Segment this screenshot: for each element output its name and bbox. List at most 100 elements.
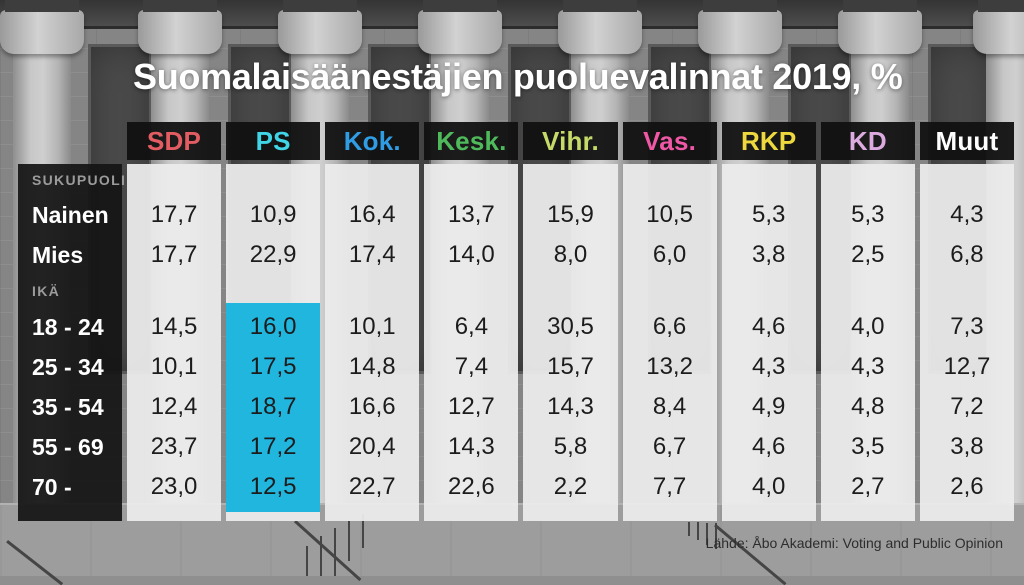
party-header-kesk: Kesk. [424,122,519,160]
group-spacer [325,164,419,195]
value-cell: 10,1 [348,313,396,340]
party-column-kok: 16,4 17,4 10,1 14,8 16,6 20,4 22,7 [325,164,420,521]
source-attribution: Lähde: Åbo Akademi: Voting and Public Op… [705,535,1003,551]
value-cell: 4,0 [752,473,786,500]
chart-title: Suomalaisäänestäjien puoluevalinnat 2019… [133,56,903,97]
party-header-ps: PS [226,122,321,160]
value-cell: 13,7 [448,201,495,228]
value-cell: 5,8 [553,433,588,460]
value-cell: 14,8 [348,353,396,380]
value-cell: 8,4 [652,393,687,420]
group-label: IKÄ [32,283,61,299]
value-cell: 14,5 [150,313,198,340]
value-cell: 17,4 [348,241,396,268]
value-cell: 6,6 [652,313,687,340]
value-cell: 17,2 [249,433,297,460]
value-cell: 6,0 [652,241,687,268]
row-label: 70 - [32,473,72,500]
value-cell: 14,3 [547,393,594,420]
row-label: 55 - 69 [32,433,104,460]
data-table: SDP PS Kok. Kesk. Vihr. Vas. RKP KD Muut SUKUPUOL… [18,122,1014,521]
ps-highlight-overlay [226,303,321,512]
party-column-muut: 4,3 6,8 7,3 12,7 7,2 3,8 2,6 [919,164,1014,521]
party-header-label: RKP [740,125,797,156]
value-cell: 2,6 [950,473,984,500]
group-label: SUKUPUOLI [32,171,127,188]
value-cell: 30,5 [547,313,594,340]
group-spacer [920,164,1014,195]
value-cell: 6,7 [652,433,687,460]
value-cell: 23,7 [150,433,198,460]
group-spacer [821,275,915,307]
party-header-label: Muut [935,125,999,156]
value-cell: 17,7 [150,201,198,228]
value-cell: 20,4 [348,433,396,460]
value-cell: 14,0 [448,241,495,268]
value-cell: 22,7 [348,473,396,500]
group-spacer [920,275,1014,307]
value-cell: 12,7 [943,353,991,380]
value-cell: 12,5 [249,473,297,500]
group-spacer [424,164,518,195]
group-spacer [424,275,518,307]
value-cell: 4,8 [851,393,885,420]
group-spacer [127,275,221,307]
group-spacer [722,164,816,195]
party-header-vas: Vas. [622,122,717,160]
party-header-label: Kesk. [436,125,507,156]
value-cell: 17,7 [150,241,198,268]
value-cell: 7,2 [950,393,984,420]
value-cell: 4,6 [752,313,786,340]
value-cell: 7,7 [652,473,687,500]
value-cell: 23,0 [150,473,198,500]
group-spacer [325,275,419,307]
party-column-kesk: 13,7 14,0 6,4 7,4 12,7 14,3 22,6 [424,164,519,521]
value-cell: 2,5 [851,241,885,268]
value-cell: 16,0 [249,313,297,340]
party-header-vihr: Vihr. [523,122,618,160]
row-label: 25 - 34 [32,353,104,380]
value-cell: 5,3 [851,201,885,228]
party-header-label: Vihr. [542,125,599,156]
value-cell: 16,6 [348,393,396,420]
party-column-vas: 10,5 6,0 6,6 13,2 8,4 6,7 7,7 [622,164,717,521]
row-label-column: SUKUPUOLI Nainen Mies IKÄ 18 - 24 25 - 34 35 -… [18,164,127,521]
row-label: Nainen [32,201,109,228]
party-header-label: KD [848,125,887,156]
value-cell: 7,4 [454,353,489,380]
party-header-label: Vas. [643,125,697,156]
party-column-ps: 10,9 22,9 16,0 17,5 18,7 17,2 12,5 [226,164,321,521]
party-header-label: Kok. [343,125,401,156]
group-spacer [821,164,915,195]
value-cell: 3,8 [950,433,984,460]
value-cell: 13,2 [646,353,693,380]
value-cell: 2,2 [553,473,588,500]
value-cell: 7,3 [950,313,984,340]
group-spacer [623,275,717,307]
value-cell: 4,3 [950,201,984,228]
value-cell: 22,9 [249,241,297,268]
party-column-vihr: 15,9 8,0 30,5 15,7 14,3 5,8 2,2 [523,164,618,521]
value-cell: 10,9 [249,201,297,228]
value-cell: 17,5 [249,353,297,380]
value-cell: 12,7 [448,393,495,420]
value-cell: 6,8 [950,241,984,268]
party-header-sdp: SDP [127,122,222,160]
value-cell: 4,6 [752,433,786,460]
party-header-label: PS [255,125,291,156]
party-header-kd: KD [820,122,915,160]
row-label: 35 - 54 [32,393,104,420]
party-header-muut: Muut [919,122,1014,160]
value-cell: 22,6 [448,473,495,500]
group-spacer [523,275,617,307]
party-column-kd: 5,3 2,5 4,0 4,3 4,8 3,5 2,7 [820,164,915,521]
value-cell: 10,1 [150,353,198,380]
value-cell: 4,9 [752,393,786,420]
value-cell: 5,3 [752,201,786,228]
value-cell: 6,4 [454,313,489,340]
party-header-kok: Kok. [325,122,420,160]
value-cell: 14,3 [448,433,495,460]
value-cell: 4,3 [752,353,786,380]
value-cell: 15,9 [547,201,594,228]
table-corner-spacer [18,122,122,160]
